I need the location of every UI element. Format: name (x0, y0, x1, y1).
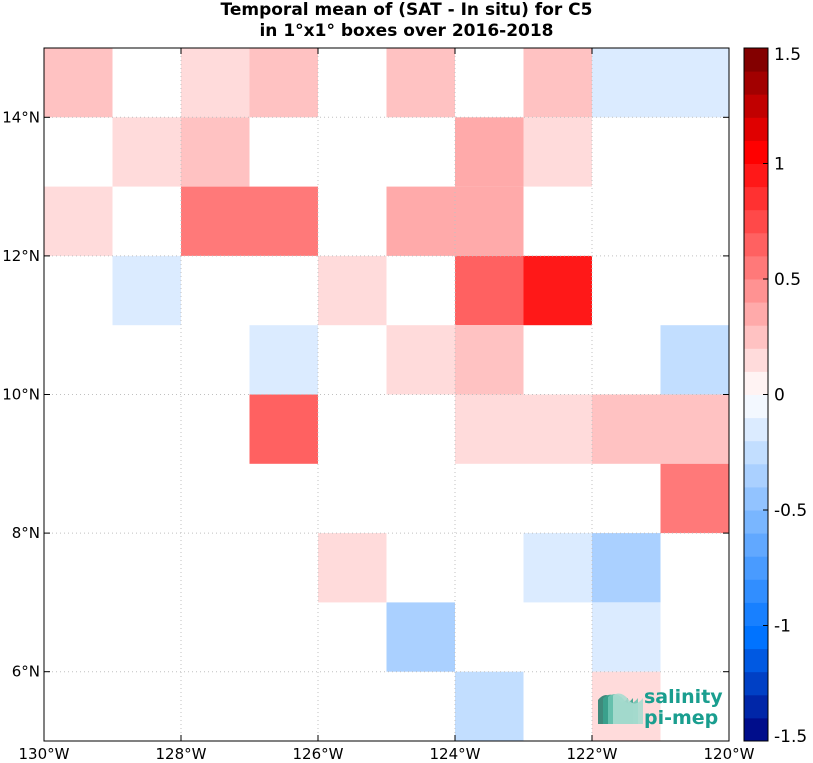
colorbar-segment (744, 556, 768, 580)
logo-line-2: pi-mep (644, 707, 718, 729)
y-tick-label: 12°N (2, 247, 40, 265)
logo-wave-shape (613, 693, 643, 724)
colorbar-segment (744, 602, 768, 626)
colorbar-segment (744, 463, 768, 488)
colorbar-tick-label: 1.5 (774, 45, 801, 65)
colorbar-segment (744, 163, 768, 188)
colorbar-segment (744, 302, 768, 326)
colorbar-segment (744, 671, 768, 696)
colorbar-segment (744, 717, 768, 742)
colorbar-segment (744, 325, 768, 349)
y-tick-label: 6°N (12, 663, 40, 681)
logo-mark-icon (598, 693, 643, 724)
colorbar-segment (744, 232, 768, 257)
heatmap-cell (455, 394, 524, 464)
y-tick-label: 10°N (2, 386, 40, 404)
x-tick-label: 124°W (430, 745, 481, 763)
heatmap-cell (249, 394, 318, 464)
colorbar-segment (744, 579, 768, 603)
heatmap-cell (592, 533, 661, 603)
colorbar-tick-label: 1 (774, 155, 785, 175)
heatmap-cell (181, 117, 250, 187)
colorbar-tick-label: -0.5 (774, 501, 807, 521)
colorbar-tick-label: 0.5 (774, 270, 801, 290)
heatmap-cell (455, 325, 524, 395)
heatmap-cell (112, 255, 181, 326)
colorbar-segment (744, 486, 768, 511)
colorbar-segment (744, 209, 768, 234)
x-tick-label: 122°W (567, 745, 618, 763)
heatmap-cell (660, 463, 729, 534)
heatmap-cell (455, 186, 524, 256)
logo-line-1: salinity (644, 686, 723, 708)
colorbar-segment (744, 533, 768, 557)
x-tick-label: 128°W (156, 745, 207, 763)
colorbar: 1.5 1 0.5 0 -0.5 -1 -1.5 (743, 45, 807, 747)
chart-title-line-2: in 1°x1° boxes over 2016-2018 (259, 21, 554, 41)
heatmap-cell (386, 602, 455, 672)
heatmap-cell (386, 186, 455, 256)
colorbar-tick-label: 0 (774, 386, 785, 406)
heatmap-cells (44, 48, 729, 741)
colorbar-segment (744, 510, 768, 534)
heatmap-cell (455, 255, 524, 326)
heatmap-cell (455, 671, 524, 741)
colorbar-segment (744, 117, 768, 141)
heatmap-cell (523, 48, 592, 118)
colorbar-segment (744, 186, 768, 211)
heatmap-cell (318, 255, 387, 326)
colorbar-segment (744, 348, 768, 372)
salinity-pi-mep-logo: salinity pi-mep (598, 686, 723, 729)
heatmap-cell (592, 602, 661, 672)
chart-title-line-1: Temporal mean of (SAT - In situ) for C5 (220, 0, 593, 20)
colorbar-segment (744, 417, 768, 442)
chart-title: Temporal mean of (SAT - In situ) for C5 … (0, 0, 813, 42)
heatmap-cell (523, 255, 592, 326)
heatmap-cell (660, 394, 729, 464)
x-tick-label: 130°W (19, 745, 70, 763)
heatmap-cell (112, 117, 181, 187)
heatmap-cell (181, 48, 250, 118)
y-tick-label: 14°N (2, 108, 40, 126)
heatmap-cell (386, 325, 455, 395)
heatmap-cell (249, 48, 318, 118)
heatmap-cell (592, 394, 661, 464)
colorbar-segment (744, 394, 768, 419)
heatmap-cell (523, 394, 592, 464)
heatmap-cell (44, 48, 113, 118)
heatmap-cell (386, 48, 455, 118)
x-axis: 130°W 128°W 126°W 124°W 122°W 120°W (19, 48, 755, 763)
heatmap-cell (44, 186, 113, 256)
colorbar-segment (744, 648, 768, 673)
heatmap-cell (249, 186, 318, 256)
y-tick-label: 8°N (12, 524, 40, 542)
heatmap-cell (660, 325, 729, 395)
heatmap-cell (455, 117, 524, 187)
colorbar-segment (744, 371, 768, 395)
colorbar-segment (744, 48, 768, 72)
heatmap-cell (318, 533, 387, 603)
colorbar-tick-label: -1 (774, 617, 791, 637)
x-tick-label: 126°W (293, 745, 344, 763)
colorbar-tick-label: -1.5 (774, 727, 807, 747)
colorbar-segment (744, 440, 768, 465)
heatmap-cell (181, 186, 250, 256)
colorbar-segment (744, 140, 768, 164)
colorbar-segment (744, 255, 768, 280)
y-axis: 6°N 8°N 10°N 12°N 14°N (2, 108, 729, 681)
colorbar-segment (744, 279, 768, 303)
colorbar-segment (744, 694, 768, 719)
heatmap-cell (660, 48, 729, 118)
heatmap-cell (523, 117, 592, 187)
x-tick-label: 120°W (704, 745, 755, 763)
heatmap-cell (523, 533, 592, 603)
colorbar-segment (744, 71, 768, 95)
colorbar-segment (744, 625, 768, 650)
heatmap-cell (592, 48, 661, 118)
colorbar-segment (744, 94, 768, 118)
heatmap-cell (249, 325, 318, 395)
